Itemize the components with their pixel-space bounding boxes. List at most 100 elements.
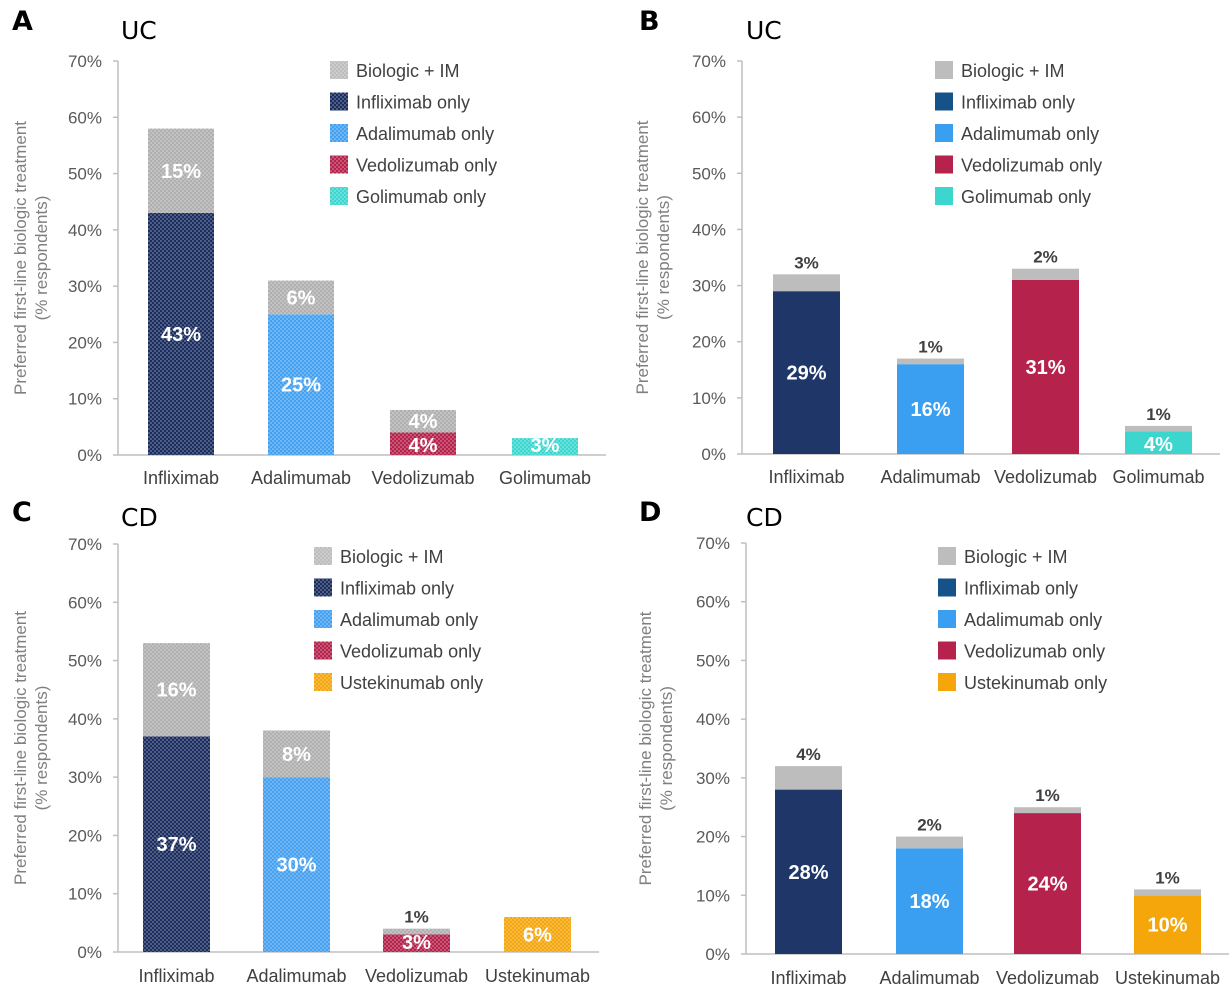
y-tick-label: 50%: [68, 652, 102, 671]
y-tick-label: 70%: [692, 52, 726, 71]
chart-panel-c: C CD 0% 10% 20% 30% 40% 50% 60% 70% Preferred fi…: [0, 493, 615, 986]
legend-swatch: [330, 92, 348, 111]
legend-swatch: [314, 578, 332, 597]
data-label-only: 30%: [276, 855, 316, 877]
y-axis-label: Preferred first-line biologic treatment(…: [11, 121, 51, 395]
category-label: Infliximab: [768, 467, 844, 487]
category-label: Infliximab: [770, 968, 846, 986]
y-tick-label: 0%: [705, 945, 730, 964]
legend-swatch: [935, 124, 953, 142]
legend-swatch: [935, 92, 953, 111]
panel-letter-a: A: [12, 6, 33, 37]
legend-swatch: [314, 547, 332, 565]
bar-only-segment: [896, 848, 963, 954]
legend-swatch: [935, 187, 953, 205]
data-label-only: 3%: [531, 435, 560, 457]
data-label-only: 3%: [402, 932, 431, 954]
y-tick-label: 40%: [692, 220, 726, 239]
category-label: Golimumab: [1112, 467, 1204, 487]
bar-im-segment: [1134, 889, 1201, 896]
legend-swatch: [935, 155, 953, 174]
y-tick-label: 60%: [692, 108, 726, 127]
y-tick-label: 50%: [68, 165, 102, 184]
bar-im-segment: [143, 643, 210, 737]
y-tick-label: 60%: [68, 593, 102, 612]
y-tick-label: 10%: [68, 390, 102, 409]
y-tick-label: 70%: [696, 534, 730, 553]
bar-only-segment: [383, 934, 450, 952]
legend-swatch: [938, 673, 956, 691]
data-label-only: 31%: [1025, 357, 1065, 379]
bar-im-segment: [148, 128, 214, 213]
category-label: Infliximab: [143, 468, 219, 488]
data-label-only: 18%: [909, 891, 949, 913]
legend-swatch: [314, 610, 332, 628]
data-label-only: 29%: [786, 363, 826, 385]
stacked-bar-chart-a: 0% 10% 20% 30% 40% 50% 60% 70% Preferred first-l…: [11, 52, 606, 488]
legend-entry: Adalimumab only: [964, 610, 1102, 630]
y-tick-label: 0%: [77, 943, 102, 962]
data-label-only: 28%: [788, 862, 828, 884]
data-label-only: 43%: [161, 324, 201, 346]
category-label: Adalimumab: [251, 468, 351, 488]
legend-swatch: [938, 641, 956, 660]
legend-entry: Infliximab only: [356, 93, 470, 113]
y-tick-label: 70%: [68, 52, 102, 71]
legend-entry: Infliximab only: [964, 579, 1078, 599]
data-label-im: 1%: [1035, 786, 1060, 805]
bar-only-segment: [1134, 895, 1201, 954]
data-label-im: 8%: [282, 744, 311, 766]
y-tick-label: 10%: [692, 389, 726, 408]
stacked-bar-chart-c: 0% 10% 20% 30% 40% 50% 60% 70% Preferred first-l…: [11, 535, 599, 986]
legend-entry: Vedolizumab only: [340, 642, 481, 662]
category-label: Vedolizumab: [996, 968, 1099, 986]
bar-only-segment: [148, 212, 214, 455]
data-label-im: 1%: [1146, 405, 1171, 424]
bar-only-segment: [1012, 279, 1079, 454]
data-label-im: 4%: [796, 745, 821, 764]
y-tick-label: 70%: [68, 535, 102, 554]
bar-im-segment: [1014, 807, 1081, 814]
legend-entry: Adalimumab only: [961, 124, 1099, 144]
legend-swatch: [938, 578, 956, 597]
data-label-only: 37%: [156, 834, 196, 856]
y-axis-label: Preferred first-line biologic treatment(…: [633, 120, 673, 394]
y-tick-label: 10%: [68, 885, 102, 904]
data-label-im: 1%: [918, 338, 943, 357]
y-tick-label: 30%: [696, 769, 730, 788]
category-label: Adalimumab: [880, 467, 980, 487]
y-tick-label: 20%: [696, 828, 730, 847]
data-label-im: 16%: [156, 680, 196, 702]
legend-swatch: [314, 641, 332, 660]
panel-letter-d: D: [639, 497, 662, 528]
category-label: Vedolizumab: [371, 468, 474, 488]
data-label-only: 10%: [1147, 915, 1187, 937]
bar-only-segment: [268, 314, 334, 455]
legend-entry: Adalimumab only: [356, 124, 494, 144]
category-label: Vedolizumab: [365, 966, 468, 986]
category-label: Ustekinumab: [1115, 968, 1220, 986]
panel-subtitle-d: CD: [746, 503, 783, 532]
data-label-im: 15%: [161, 161, 201, 183]
category-label: Golimumab: [499, 468, 591, 488]
legend-entry: Biologic + IM: [356, 61, 460, 81]
y-axis-label: Preferred first-line biologic treatment(…: [11, 611, 51, 885]
bar-im-segment: [1012, 268, 1079, 280]
data-label-im: 2%: [917, 816, 942, 835]
bar-only-segment: [512, 438, 578, 455]
panel-subtitle-a: UC: [121, 16, 157, 45]
bar-im-segment: [390, 409, 456, 433]
panel-letter-b: B: [639, 6, 660, 37]
bar-only-segment: [775, 789, 842, 954]
y-tick-label: 40%: [68, 221, 102, 240]
legend-swatch: [330, 124, 348, 142]
y-tick-label: 50%: [692, 164, 726, 183]
legend-swatch: [330, 187, 348, 205]
panel-subtitle-c: CD: [121, 503, 158, 532]
data-label-only: 6%: [523, 925, 552, 947]
legend-entry: Infliximab only: [340, 579, 454, 599]
y-tick-label: 0%: [701, 445, 726, 464]
data-label-im: 4%: [409, 411, 438, 433]
legend-swatch: [314, 673, 332, 691]
data-label-only: 16%: [910, 399, 950, 421]
